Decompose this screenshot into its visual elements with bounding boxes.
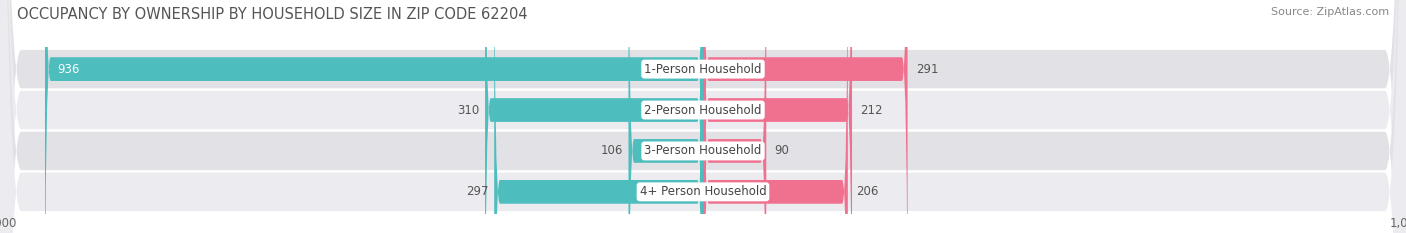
Text: 936: 936	[58, 63, 80, 75]
Text: 212: 212	[860, 103, 883, 116]
Text: 1-Person Household: 1-Person Household	[644, 63, 762, 75]
FancyBboxPatch shape	[45, 0, 703, 233]
Text: OCCUPANCY BY OWNERSHIP BY HOUSEHOLD SIZE IN ZIP CODE 62204: OCCUPANCY BY OWNERSHIP BY HOUSEHOLD SIZE…	[17, 7, 527, 22]
Text: 297: 297	[465, 185, 489, 198]
FancyBboxPatch shape	[628, 0, 703, 233]
FancyBboxPatch shape	[485, 0, 703, 233]
Text: 106: 106	[600, 144, 623, 158]
Text: 291: 291	[917, 63, 939, 75]
Text: 2-Person Household: 2-Person Household	[644, 103, 762, 116]
Text: 310: 310	[457, 103, 479, 116]
Text: 4+ Person Household: 4+ Person Household	[640, 185, 766, 198]
FancyBboxPatch shape	[703, 0, 766, 233]
Text: Source: ZipAtlas.com: Source: ZipAtlas.com	[1271, 7, 1389, 17]
FancyBboxPatch shape	[703, 0, 908, 233]
Text: 3-Person Household: 3-Person Household	[644, 144, 762, 158]
Text: 90: 90	[775, 144, 790, 158]
FancyBboxPatch shape	[495, 0, 703, 233]
FancyBboxPatch shape	[703, 0, 848, 233]
Text: 206: 206	[856, 185, 879, 198]
FancyBboxPatch shape	[703, 0, 852, 233]
